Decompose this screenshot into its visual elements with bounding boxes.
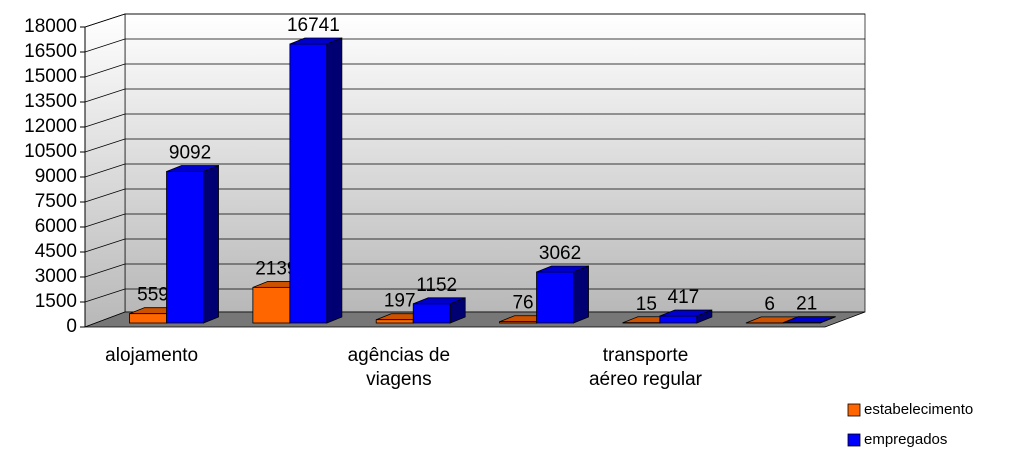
grid-line xyxy=(84,163,126,178)
y-tick-label: 9000 xyxy=(35,166,77,187)
back-wall xyxy=(124,13,866,313)
y-tick-label: 0 xyxy=(66,316,77,337)
grid-line xyxy=(84,288,126,303)
value-label: 15 xyxy=(636,294,657,315)
bar-side xyxy=(573,265,589,324)
legend-swatch xyxy=(847,433,861,447)
grid-line xyxy=(84,238,126,253)
bar xyxy=(166,164,219,324)
bar-front xyxy=(412,303,451,324)
value-label: 6 xyxy=(764,294,775,315)
y-tick-label: 10500 xyxy=(24,141,77,162)
grid-line xyxy=(84,263,126,278)
bar xyxy=(412,297,466,324)
y-tick-label: 7500 xyxy=(35,191,77,212)
value-label: 197 xyxy=(384,291,416,312)
y-tick-label: 13500 xyxy=(24,91,77,112)
legend-swatch xyxy=(847,403,861,417)
value-label: 417 xyxy=(668,287,700,308)
y-tick-label: 3000 xyxy=(35,266,77,287)
value-label: 16741 xyxy=(287,15,340,36)
bar-front xyxy=(129,313,167,324)
grid-line xyxy=(84,213,126,228)
y-tick-label: 16500 xyxy=(24,41,77,62)
bar xyxy=(659,309,713,324)
x-tick-label: transporte aéreo regular xyxy=(588,345,703,390)
y-tick-label: 12000 xyxy=(24,116,77,137)
grid-line xyxy=(84,138,126,153)
bar-front xyxy=(289,43,328,324)
y-tick-label: 1500 xyxy=(35,291,77,312)
value-label: 76 xyxy=(512,293,533,314)
grid-line xyxy=(84,88,126,103)
bar-front xyxy=(536,271,574,324)
value-label: 21 xyxy=(796,294,817,315)
y-tick-label: 4500 xyxy=(35,241,77,262)
bar-front xyxy=(252,286,291,324)
y-tick-label: 6000 xyxy=(35,216,77,237)
bar xyxy=(536,265,589,324)
grid-line xyxy=(84,63,126,78)
bar-side xyxy=(203,164,219,324)
value-label: 3062 xyxy=(539,243,581,264)
value-label: 9092 xyxy=(169,142,211,163)
bar-side xyxy=(326,37,343,324)
y-tick-label: 18000 xyxy=(24,16,77,37)
bar xyxy=(289,37,343,324)
x-tick-label: agências de viagens xyxy=(347,345,451,390)
bar xyxy=(782,316,836,324)
legend-label: estabelecimento xyxy=(864,401,973,418)
value-label: 2139 xyxy=(255,258,297,279)
y-tick-label: 15000 xyxy=(24,66,77,87)
legend-label: empregados xyxy=(864,431,947,448)
value-label: 559 xyxy=(137,285,169,306)
grid-line xyxy=(84,113,126,128)
grid-line xyxy=(84,13,126,28)
bar-front xyxy=(166,171,204,324)
x-tick-label: alojamento xyxy=(105,345,199,366)
bar-front xyxy=(659,315,698,324)
grid-line xyxy=(84,38,126,53)
grid-line xyxy=(84,188,126,203)
bar-front xyxy=(499,321,537,324)
bar-front xyxy=(375,319,414,324)
value-label: 1152 xyxy=(416,275,457,296)
